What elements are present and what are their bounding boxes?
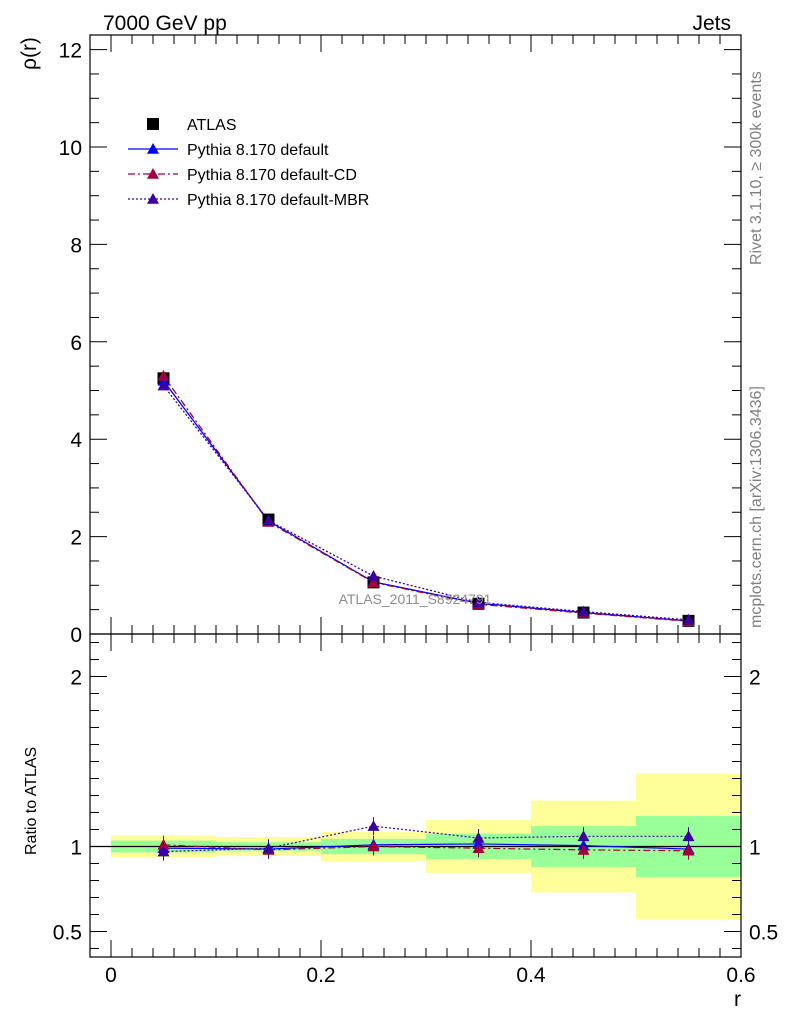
legend-label: Pythia 8.170 default-MBR xyxy=(187,192,369,209)
ratio-y-tick-label-right: 0.5 xyxy=(749,922,778,945)
ratio-plot: 0.5 0.5 1 1 2 2 0 0.2 0.4 0.6 xyxy=(53,633,778,987)
legend-marker xyxy=(147,193,159,204)
main-series-marker xyxy=(367,576,380,588)
ratio-y-axis-label: Ratio to ATLAS xyxy=(23,747,40,855)
main-series-marker xyxy=(367,570,380,581)
ratio-y-tick-label: 2 xyxy=(70,667,82,690)
legend-label: Pythia 8.170 default xyxy=(187,142,329,159)
x-tick-label: 0.6 xyxy=(726,964,755,987)
ratio-series-marker xyxy=(262,842,275,853)
main-series-line xyxy=(162,375,689,622)
legend-atlas-marker xyxy=(147,118,159,130)
main-series-marker xyxy=(577,605,590,617)
legend-label: Pythia 8.170 default-CD xyxy=(187,167,357,184)
ratio-y-tick-label: 1 xyxy=(70,837,82,860)
x-tick-label: 0 xyxy=(105,964,117,987)
ratio-y-tick-label-right: 1 xyxy=(749,837,761,860)
main-y-tick-label: 12 xyxy=(59,40,82,63)
main-y-tick-label: 10 xyxy=(59,137,82,160)
ratio-series-line xyxy=(163,844,689,852)
x-tick-label: 0.4 xyxy=(516,964,546,987)
x-axis-label: r xyxy=(734,988,741,1011)
main-y-tick-label: 2 xyxy=(70,527,82,550)
ratio-series-marker xyxy=(367,820,380,831)
main-series-marker xyxy=(682,613,695,625)
legend: ATLAS Pythia 8.170 default Pythia 8.170 de… xyxy=(128,117,369,209)
ratio-series-marker xyxy=(682,844,695,856)
ratio-y-tick-label-right: 2 xyxy=(749,667,761,690)
legend-atlas-label: ATLAS xyxy=(187,117,237,134)
main-plot: 0 2 4 6 8 10 12 xyxy=(59,34,742,647)
main-series-marker xyxy=(157,369,170,381)
ratio-series-marker xyxy=(157,845,170,857)
ratio-series-marker xyxy=(367,840,380,852)
main-y-tick-label: 0 xyxy=(70,624,82,647)
ratio-series-marker xyxy=(472,832,485,843)
main-series-line xyxy=(162,385,689,621)
main-y-axis-label: ρ(r) xyxy=(18,37,41,70)
x-tick-label: 0.2 xyxy=(306,964,335,987)
ratio-series-marker xyxy=(577,843,590,855)
header-left-label: 7000 GeV pp xyxy=(103,12,227,35)
ratio-series-marker xyxy=(577,830,590,842)
legend-marker xyxy=(147,168,159,179)
main-series-marker xyxy=(472,596,485,608)
ratio-series-line xyxy=(163,843,689,850)
main-series-line xyxy=(162,380,689,622)
main-series-marker xyxy=(157,379,170,391)
mcplots-reference-label: mcplots.cern.ch [arXiv:1306.3436] xyxy=(748,386,765,628)
main-y-tick-label: 4 xyxy=(70,429,82,452)
main-y-tick-label: 6 xyxy=(70,332,82,355)
ratio-series-line xyxy=(163,825,689,853)
ratio-series-marker xyxy=(472,842,485,853)
analysis-watermark: ATLAS_2011_S8924791 xyxy=(339,591,492,607)
legend-marker xyxy=(147,143,159,154)
rivet-version-label: Rivet 3.1.10, ≥ 300k events xyxy=(748,71,765,265)
ratio-series-marker xyxy=(682,830,695,842)
main-series-marker xyxy=(262,514,275,526)
ratio-y-tick-label: 0.5 xyxy=(53,922,82,945)
header-right-label: Jets xyxy=(692,12,731,35)
main-y-tick-label: 8 xyxy=(70,234,82,257)
